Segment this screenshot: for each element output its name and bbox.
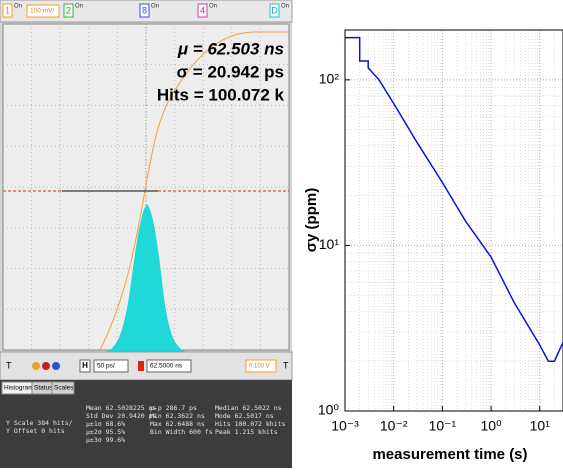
trigger-button[interactable]: T (6, 360, 12, 370)
tab-label: Histogram (4, 385, 34, 392)
chart: 10⁻³ 10⁻² 10⁻¹ 10⁰ 10¹ 10⁰ 10¹ 10² measurement t… (303, 30, 563, 463)
channel-state: On (151, 4, 159, 10)
stat: p-p 286.7 ps (150, 404, 197, 412)
channel-state: On (75, 4, 83, 10)
x-tick-label: 10⁻² (380, 418, 408, 434)
stat: Median 62.5022 ns (215, 404, 282, 412)
channel-state: On (281, 4, 289, 10)
y-tick-label: 10² (319, 71, 340, 87)
stat: μ±2σ 95.5% (86, 428, 125, 436)
color-button[interactable] (32, 362, 40, 370)
stat: Std Dev 20.9420 ps (86, 412, 157, 420)
x-tick-label: 10⁻¹ (429, 418, 457, 434)
overlay-sigma: σ = 20.942 ps (176, 62, 284, 81)
stat: μ±3σ 99.6% (86, 436, 125, 444)
x-tick-label: 10¹ (530, 418, 551, 434)
timebase: 50 ps/ (97, 363, 115, 370)
stat: Mode 62.5017 ns (215, 412, 274, 420)
x-axis-label: measurement time (s) (372, 446, 527, 463)
tab-label: Status (34, 385, 53, 392)
stat: Mean 62.5028225 ns (86, 404, 157, 412)
overlay-mean: μ = 62.503 ns (177, 39, 284, 58)
channel-number: 8 (142, 5, 147, 15)
channel-scale: 100 mV/ (30, 8, 54, 15)
channel-number: D (271, 5, 278, 15)
position: 62.5000 ns (150, 363, 183, 370)
stat: Min 62.3622 ns (150, 412, 205, 420)
stat: Y Offset 0 hits (6, 427, 65, 435)
tab-label: Scales (54, 385, 74, 392)
stat: Hits 100.072 khits (215, 420, 286, 428)
composite: 1 On 100 mV/ 2 On 8 On 4 On D On μ = 62.… (0, 0, 563, 468)
stat: μ±1σ 68.6% (86, 420, 125, 428)
trigger-end[interactable]: T (283, 360, 289, 370)
y-tick-label: 10¹ (319, 236, 340, 252)
level: 0.100 V (249, 364, 270, 370)
channel-number: 4 (200, 5, 205, 15)
overlay-hits: Hits = 100.072 k (157, 85, 285, 104)
x-tick-label: 10⁻³ (331, 418, 359, 434)
channel-number: 2 (66, 5, 71, 15)
color-button[interactable] (42, 362, 50, 370)
position-marker (138, 361, 144, 371)
y-axis-label: σy (ppm) (303, 188, 320, 252)
page: 1 On 100 mV/ 2 On 8 On 4 On D On μ = 62.… (0, 0, 563, 473)
h-label: H (82, 361, 88, 370)
channel-state: On (209, 4, 217, 10)
x-tick-label: 10⁰ (480, 418, 502, 434)
channel-number: 1 (5, 5, 10, 15)
stat: Peak 1.215 khits (215, 428, 278, 436)
stat: Max 62.6488 ns (150, 420, 205, 428)
stat: Y Scale 384 hits/ (6, 419, 73, 427)
color-button[interactable] (52, 362, 60, 370)
channel-state: On (14, 4, 22, 10)
stat: Bin Width 600 fs (150, 428, 213, 436)
y-tick-label: 10⁰ (318, 402, 340, 418)
scope-panel: 1 On 100 mV/ 2 On 8 On 4 On D On μ = 62.… (0, 0, 292, 468)
